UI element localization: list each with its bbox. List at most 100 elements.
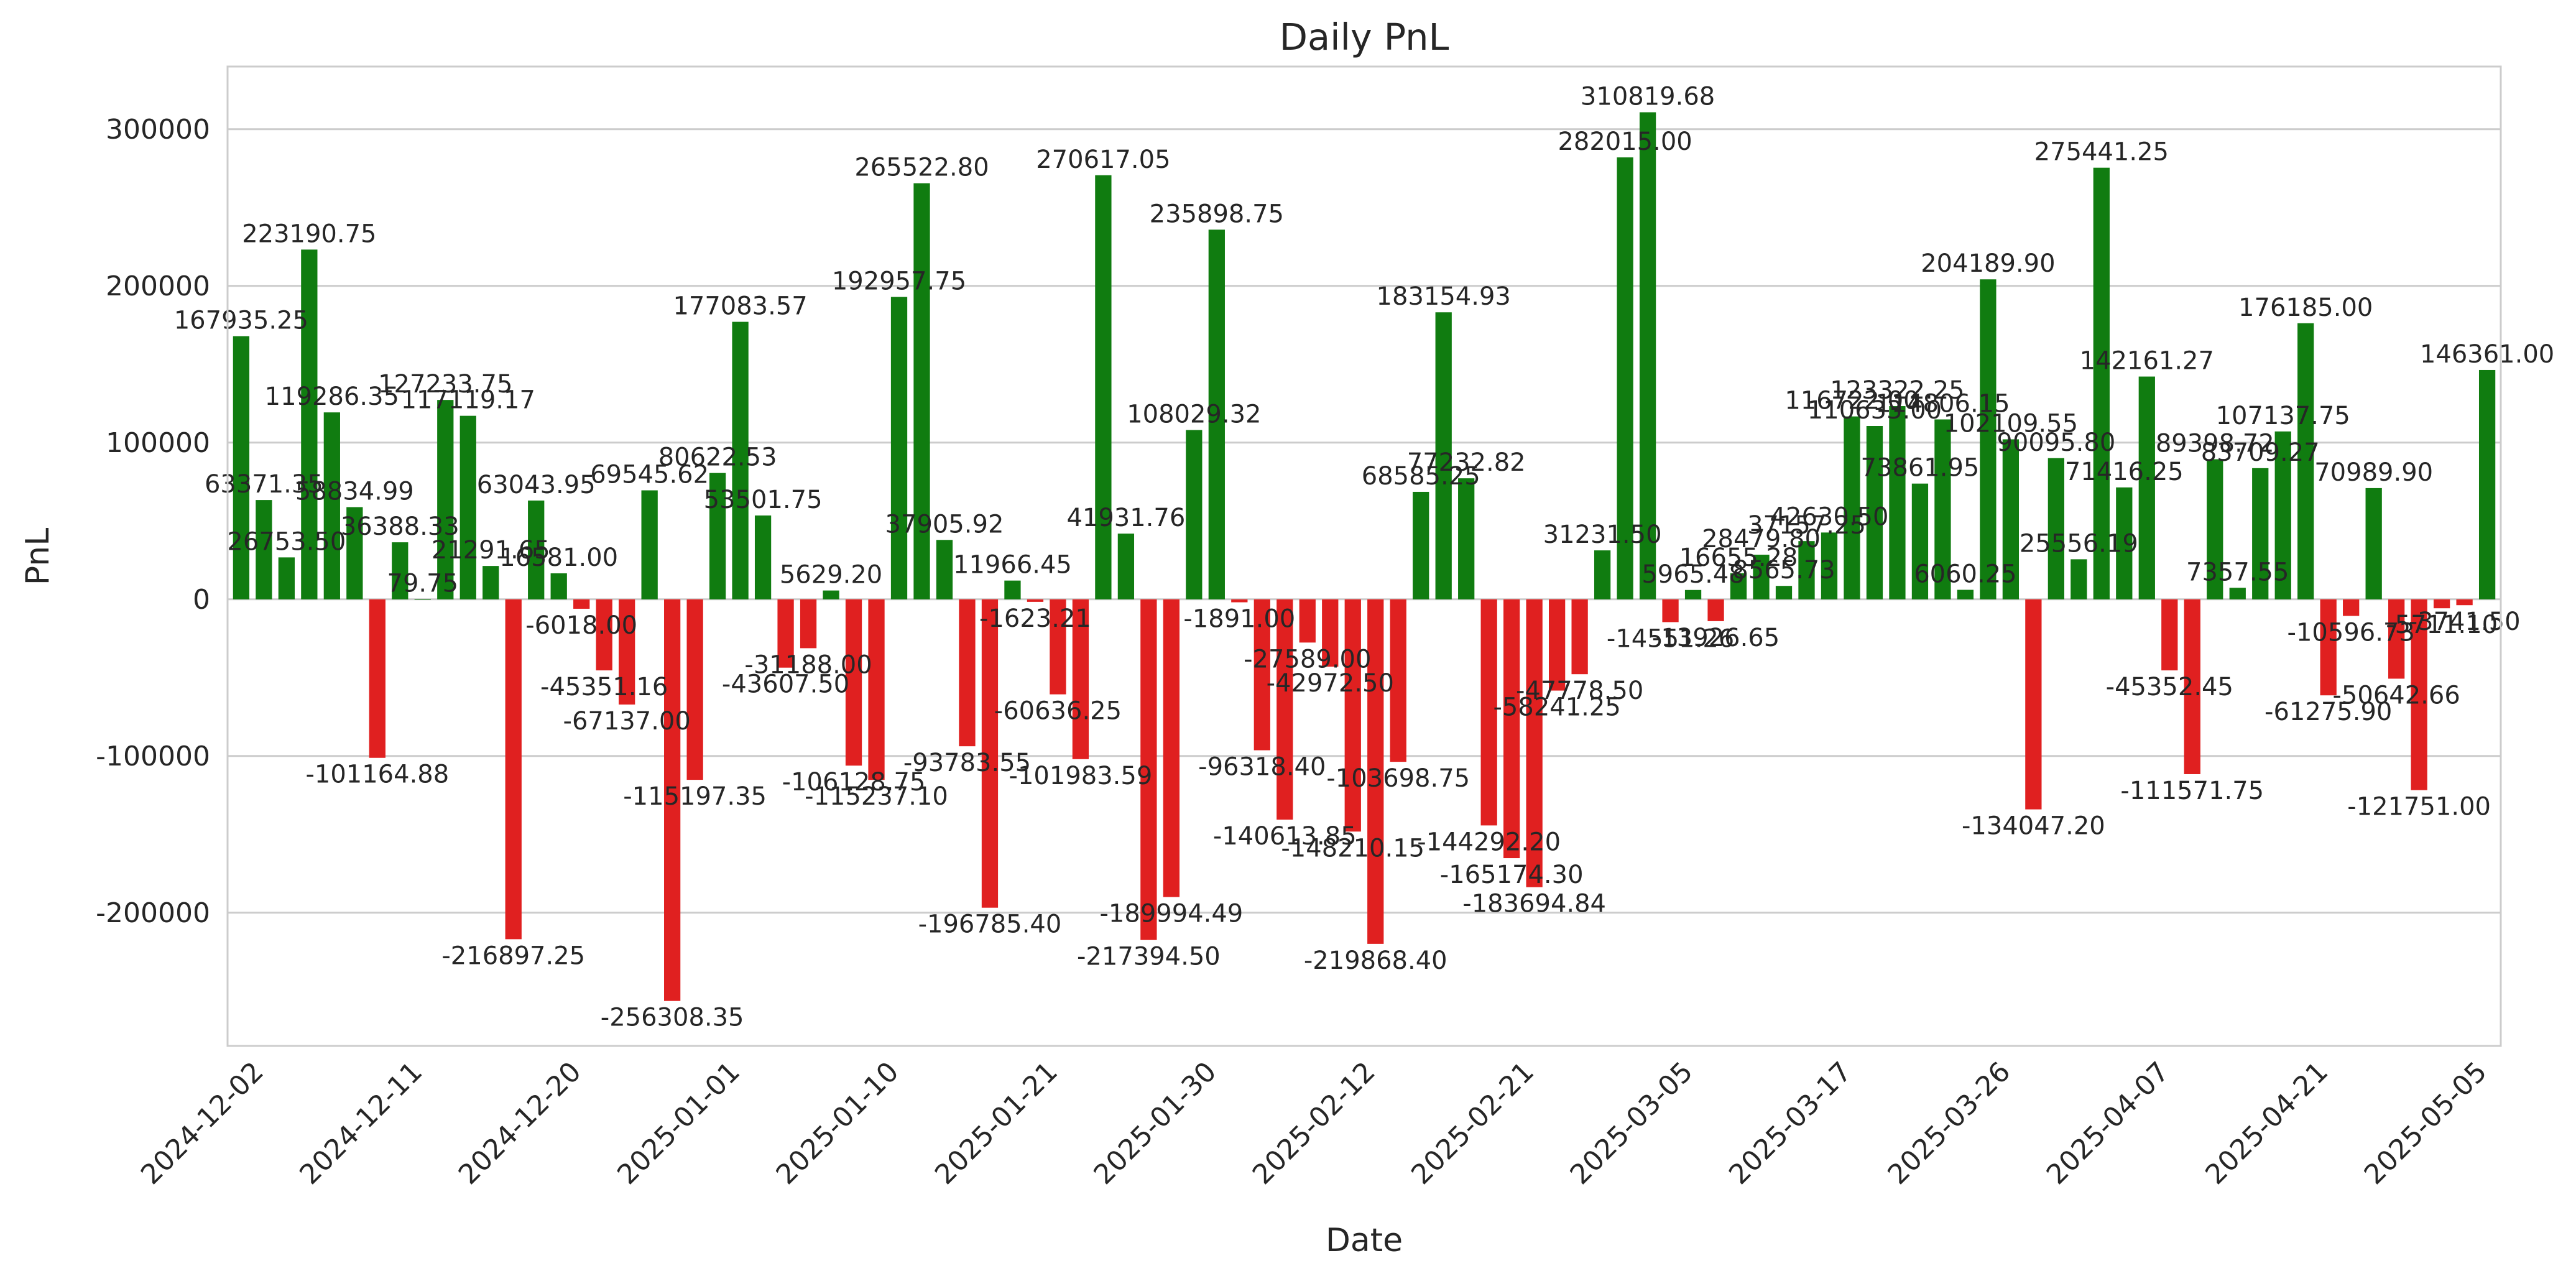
bar-value-label: -60636.25	[994, 697, 1122, 726]
pnl-bar	[2047, 458, 2064, 599]
bar-value-label: 5629.20	[780, 561, 882, 589]
pnl-bar	[2274, 431, 2291, 599]
bar-value-label: -217394.50	[1077, 943, 1221, 971]
pnl-bar	[323, 412, 340, 599]
bar-value-label: -42972.50	[1267, 669, 1394, 698]
bar-value-label: 69545.62	[590, 461, 709, 489]
bar-value-label: 6060.25	[1914, 560, 2016, 589]
pnl-bar	[2252, 468, 2269, 599]
bar-value-label: 28479.80	[1702, 525, 1821, 553]
bar-value-label: -189994.49	[1099, 900, 1243, 928]
x-tick-label: 2025-04-07	[2041, 1056, 2176, 1191]
bar-value-label: 167935.25	[174, 307, 308, 335]
pnl-bar	[369, 599, 385, 758]
y-tick-label: 0	[193, 584, 210, 616]
bar-value-label: 235898.75	[1150, 200, 1284, 228]
bar-value-label: 70989.90	[2314, 458, 2433, 487]
y-tick-label: -100000	[96, 741, 210, 772]
bar-value-label: 68585.25	[1362, 462, 1480, 491]
bar-value-label: 77232.82	[1407, 448, 1526, 477]
bar-value-label: -10596.73	[2287, 619, 2415, 647]
pnl-bar	[1163, 599, 1180, 897]
pnl-bar	[346, 507, 363, 599]
pnl-bar	[233, 336, 250, 599]
pnl-bar	[1095, 175, 1112, 599]
pnl-bar	[1299, 599, 1316, 643]
pnl-bar	[2070, 559, 2087, 599]
bar-value-label: 270617.05	[1036, 146, 1170, 174]
y-tick-label: -200000	[96, 897, 210, 929]
plot-frame	[226, 65, 2502, 1047]
pnl-bar	[709, 473, 726, 599]
bar-value-label: 117119.17	[401, 386, 535, 415]
x-tick-label: 2025-05-05	[2358, 1056, 2493, 1191]
bar-value-label: -50642.66	[2333, 681, 2460, 710]
pnl-bar	[619, 599, 635, 705]
pnl-bar	[845, 599, 862, 766]
x-tick-label: 2025-01-10	[770, 1056, 905, 1191]
bar-value-label: -148210.15	[1281, 834, 1424, 862]
pnl-bar	[528, 500, 545, 599]
bar-value-label: 26753.50	[227, 527, 346, 556]
bar-value-label: 275441.25	[2034, 138, 2169, 167]
bar-value-label: -101164.88	[305, 761, 449, 789]
pnl-bar	[800, 599, 817, 649]
bar-value-label: 71416.25	[2065, 458, 2184, 486]
bar-value-label: 89398.72	[2156, 430, 2274, 458]
pnl-bar	[2138, 376, 2155, 599]
pnl-bar	[2116, 487, 2133, 599]
bar-value-label: 123322.25	[1830, 376, 1964, 405]
x-tick-label: 2025-01-01	[611, 1056, 746, 1191]
pnl-bar	[1027, 599, 1044, 602]
bar-value-label: 25556.19	[2020, 529, 2138, 558]
bar-value-label: 142161.27	[2080, 347, 2214, 376]
bar-value-label: 63043.95	[477, 471, 596, 499]
bar-value-label: -106128.75	[782, 768, 926, 797]
bar-value-label: -13926.65	[1652, 624, 1780, 652]
bar-value-label: 21291.65	[432, 536, 550, 565]
pnl-bar	[936, 540, 953, 599]
bar-value-label: 204189.90	[1921, 249, 2055, 278]
pnl-bar	[1866, 426, 1883, 599]
bar-value-label: -121751.00	[2347, 793, 2491, 821]
bar-value-label: -3741.50	[2409, 608, 2521, 636]
pnl-bar	[1050, 599, 1066, 695]
bar-value-label: -140613.85	[1213, 822, 1357, 851]
pnl-bar	[1549, 599, 1566, 691]
pnl-bar	[2025, 599, 2042, 810]
bar-value-label: 16655.28	[1679, 543, 1798, 572]
bar-value-label: 31231.50	[1543, 520, 1662, 549]
pnl-bar	[913, 183, 930, 599]
bar-value-label: -31188.00	[744, 650, 872, 679]
pnl-bar	[414, 599, 431, 600]
x-tick-label: 2025-01-30	[1087, 1056, 1222, 1191]
pnl-bar	[664, 599, 681, 1001]
bar-value-label: 42630.50	[1770, 502, 1889, 531]
bar-value-label: -58241.25	[1493, 693, 1620, 722]
pnl-bar	[1390, 599, 1406, 762]
x-axis-ticks: 2024-12-02 2024-12-11 2024-12-20 2025-01-01…	[135, 1056, 2493, 1191]
pnl-bar	[1208, 229, 1225, 599]
pnl-bar	[1571, 599, 1588, 675]
pnl-bar	[278, 557, 295, 599]
bar-value-label: 36388.33	[341, 512, 459, 541]
bar-value-label: 79.75	[387, 570, 459, 598]
pnl-bar	[1730, 573, 1747, 599]
bar-value-label: -115237.10	[805, 782, 948, 811]
bar-value-label: 183154.93	[1377, 282, 1511, 311]
bar-value-label: -93783.55	[903, 749, 1031, 777]
bars	[233, 112, 2496, 1001]
pnl-bar	[392, 542, 409, 599]
pnl-bar	[1004, 580, 1021, 599]
x-tick-label: 2025-03-17	[1723, 1056, 1858, 1191]
x-tick-label: 2024-12-20	[453, 1056, 588, 1191]
pnl-bar	[2411, 599, 2427, 790]
x-tick-label: 2025-04-21	[2199, 1056, 2334, 1191]
y-tick-label: 100000	[106, 427, 210, 459]
bar-value-label: -14551.26	[1607, 624, 1734, 653]
pnl-bar	[2161, 599, 2178, 671]
pnl-bar	[2297, 323, 2314, 599]
pnl-bar	[1662, 599, 1679, 622]
pnl-bar	[2320, 599, 2337, 696]
